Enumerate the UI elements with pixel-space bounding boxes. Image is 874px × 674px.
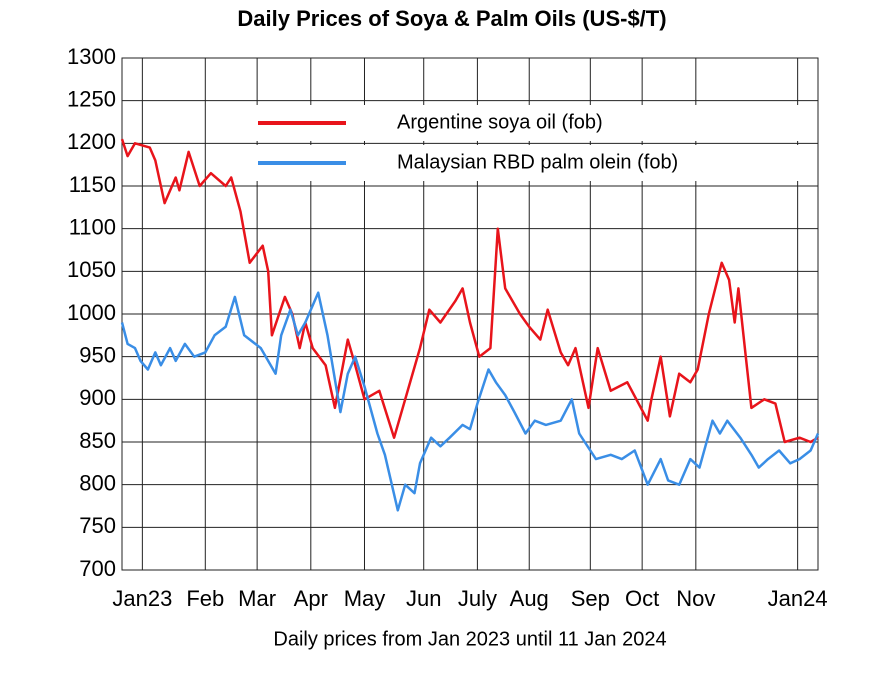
x-tick-label: Nov [676,586,715,611]
x-tick-label: Feb [186,586,224,611]
x-tick-label: May [344,586,386,611]
x-tick-label: Oct [625,586,659,611]
y-tick-label: 900 [79,385,116,410]
y-tick-label: 1150 [69,172,116,197]
legend-label: Malaysian RBD palm olein (fob) [397,151,678,173]
y-tick-label: 800 [79,470,116,495]
y-tick-label: 850 [79,428,116,453]
x-tick-label: Mar [238,586,276,611]
plot-frame [121,57,819,571]
x-axis-label: Daily prices from Jan 2023 until 11 Jan … [273,628,666,650]
x-tick-label: Jun [406,586,441,611]
legend-label: Argentine soya oil (fob) [397,111,603,133]
x-tick-label: July [458,586,497,611]
y-tick-label: 1000 [67,300,116,325]
y-tick-label: 750 [79,513,116,538]
x-tick-label: Aug [510,586,549,611]
x-tick-label: Jan24 [768,586,828,611]
y-tick-label: 1250 [67,86,116,111]
series-line [120,138,819,444]
y-tick-label: 1300 [67,44,116,69]
y-tick-label: 1050 [67,257,116,282]
x-tick-label: Apr [294,586,328,611]
chart-title: Daily Prices of Soya & Palm Oils (US-$/T… [237,6,666,31]
x-tick-label: Sep [571,586,610,611]
y-tick-label: 1100 [69,214,116,239]
series-line [120,291,820,512]
y-tick-label: 1200 [67,129,116,154]
y-tick-label: 950 [79,342,116,367]
y-tick-label: 700 [79,556,116,581]
x-tick-label: Jan23 [112,586,172,611]
